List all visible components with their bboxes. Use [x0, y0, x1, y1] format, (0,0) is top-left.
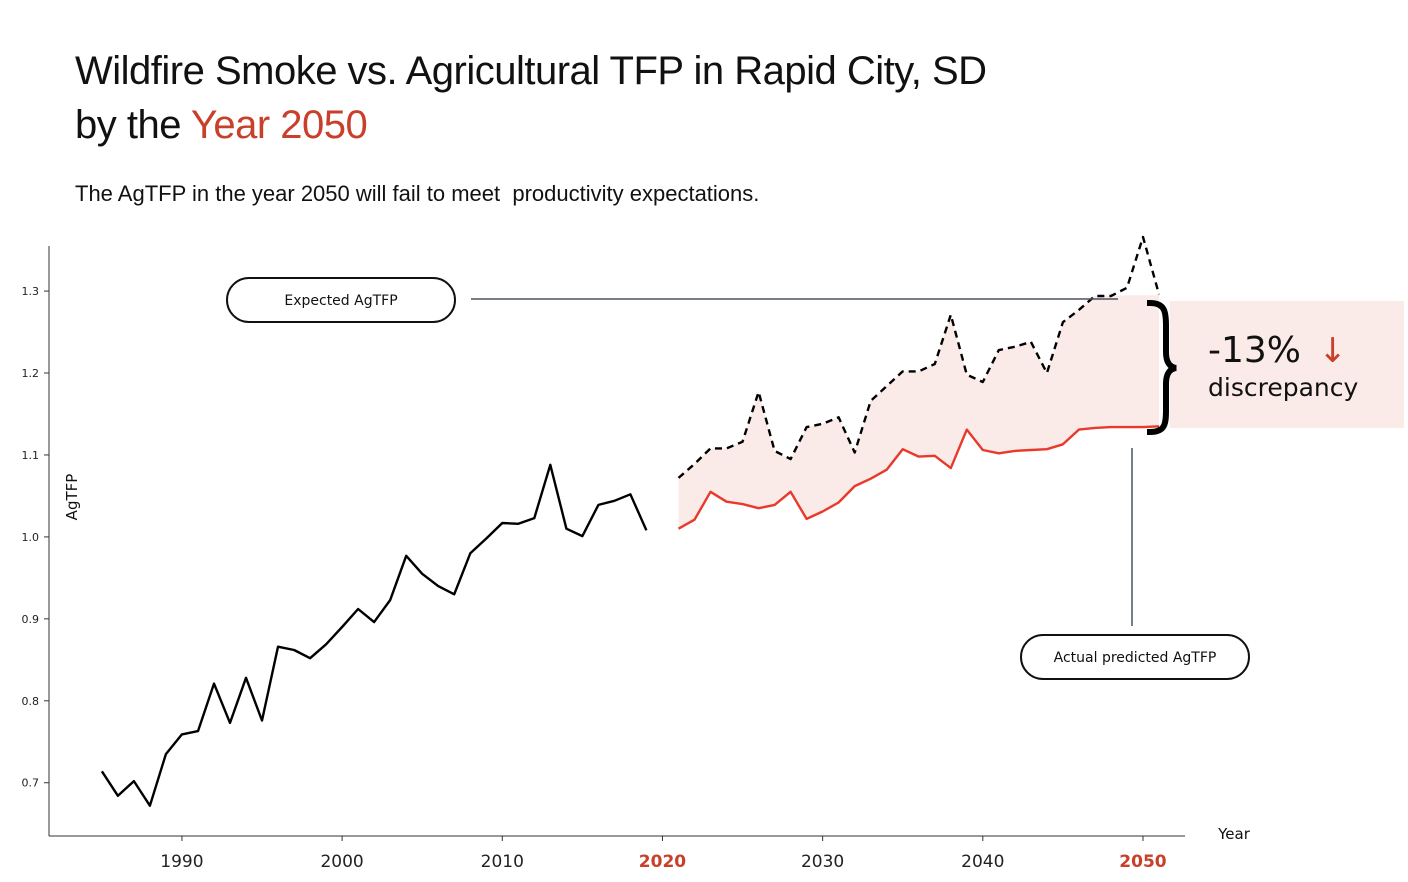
y-tick-label: 1.1	[22, 449, 40, 462]
discrepancy-band	[678, 295, 1159, 529]
x-tick-label: 2050	[1119, 852, 1166, 872]
x-axis-label: Year	[1217, 825, 1251, 843]
y-tick-label: 1.2	[22, 367, 40, 380]
x-tick-label: 2040	[961, 852, 1004, 872]
x-tick-label: 1990	[160, 852, 203, 872]
y-axis-label: AgTFP	[63, 474, 81, 521]
y-tick-label: 1.3	[22, 285, 40, 298]
actual-line	[677, 425, 1160, 530]
y-tick-label: 1.0	[22, 531, 40, 544]
expected-callout-label: Expected AgTFP	[284, 293, 397, 309]
x-tick-label: 2000	[320, 852, 363, 872]
discrepancy-percent: -13%	[1208, 330, 1301, 371]
axes: 0.7 0.8 0.9 1.0 1.1 1.2 1.3 1990 2000 2010 2020 203…	[22, 246, 1251, 872]
historical-line	[100, 463, 648, 807]
x-tick-label: 2020	[639, 852, 686, 872]
discrepancy-label: discrepancy	[1208, 373, 1358, 402]
expected-line	[677, 235, 1161, 479]
title-line-1: Wildfire Smoke vs. Agricultural TFP in R…	[75, 49, 987, 93]
chart-subtitle: The AgTFP in the year 2050 will fail to …	[75, 181, 760, 206]
title-line-2-prefix: by the	[75, 103, 191, 147]
discrepancy-brace	[1146, 299, 1177, 436]
discrepancy-band-layer	[678, 295, 1159, 529]
down-arrow-icon: ↓	[1318, 331, 1347, 371]
actual-callout-label: Actual predicted AgTFP	[1054, 650, 1217, 666]
discrepancy-box	[1170, 301, 1404, 428]
actual-callout-pill	[1020, 634, 1250, 680]
y-tick-label: 0.8	[22, 695, 40, 708]
y-tick-label: 0.7	[22, 777, 40, 790]
title-line-2-highlight: Year 2050	[190, 103, 368, 147]
y-tick-label: 0.9	[22, 613, 40, 626]
page-title: Wildfire Smoke vs. Agricultural TFP in R…	[75, 44, 987, 152]
series-layer	[100, 235, 1161, 807]
expected-callout-pill	[226, 277, 456, 323]
x-tick-label: 2030	[801, 852, 844, 872]
discrepancy-value: -13% ↓	[1208, 330, 1347, 371]
x-tick-label: 2010	[481, 852, 524, 872]
